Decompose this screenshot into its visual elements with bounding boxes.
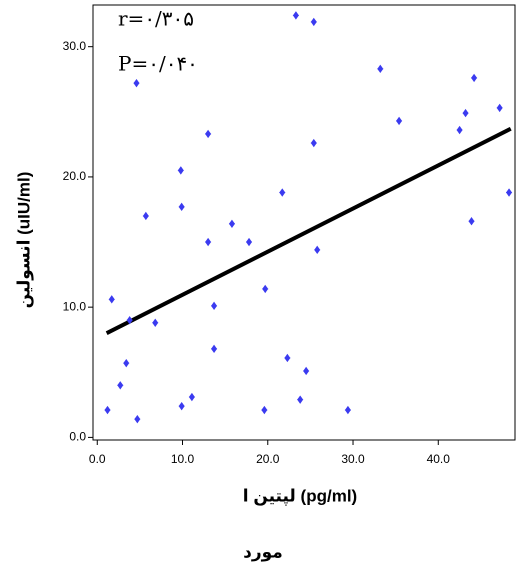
point	[178, 202, 185, 212]
y-tick-label: 0.0	[69, 430, 86, 444]
point	[297, 395, 304, 404]
point	[177, 166, 184, 175]
x-tick-label: 10.0	[171, 452, 195, 466]
y-tick-label: 10.0	[63, 299, 87, 313]
point	[506, 188, 513, 197]
point	[134, 414, 141, 424]
point	[123, 358, 130, 368]
point	[456, 125, 463, 135]
point	[205, 129, 212, 139]
y-axis-label: انسولین (uIU/ml)	[14, 172, 34, 309]
point	[310, 17, 317, 27]
annotation: P=۰/۰۴۰	[118, 52, 198, 76]
y-tick-label: 30.0	[63, 39, 87, 53]
point	[117, 381, 124, 390]
x-tick-label: 0.0	[89, 452, 106, 466]
point	[396, 116, 403, 126]
point	[228, 219, 235, 228]
point	[211, 301, 218, 311]
point	[211, 344, 218, 354]
point	[104, 405, 111, 415]
point	[310, 138, 317, 148]
point	[262, 284, 269, 294]
caption: مورد	[243, 542, 283, 562]
point	[246, 237, 253, 247]
point	[142, 211, 149, 221]
point	[178, 401, 185, 411]
point	[279, 188, 286, 197]
point	[284, 353, 291, 363]
point	[462, 108, 469, 118]
point	[261, 405, 268, 415]
annotation: r=۰/۳۰۵	[118, 7, 194, 31]
point	[205, 237, 212, 247]
point	[188, 392, 195, 402]
x-tick-label: 30.0	[341, 452, 365, 466]
point	[471, 73, 478, 83]
point	[133, 78, 140, 88]
plot-frame	[92, 4, 516, 441]
point	[303, 366, 310, 376]
point	[292, 11, 299, 20]
x-tick-label: 20.0	[256, 452, 280, 466]
point	[377, 64, 384, 74]
trend-line	[105, 126, 512, 335]
point	[126, 315, 133, 325]
x-tick-label: 40.0	[427, 452, 451, 466]
x-axis-label: لپتین ا (pg/ml)	[243, 486, 357, 506]
point	[152, 318, 159, 327]
point	[314, 245, 321, 255]
point	[496, 103, 503, 113]
point	[468, 217, 475, 226]
point	[344, 405, 351, 415]
point	[108, 295, 115, 304]
y-tick-label: 20.0	[63, 169, 87, 183]
